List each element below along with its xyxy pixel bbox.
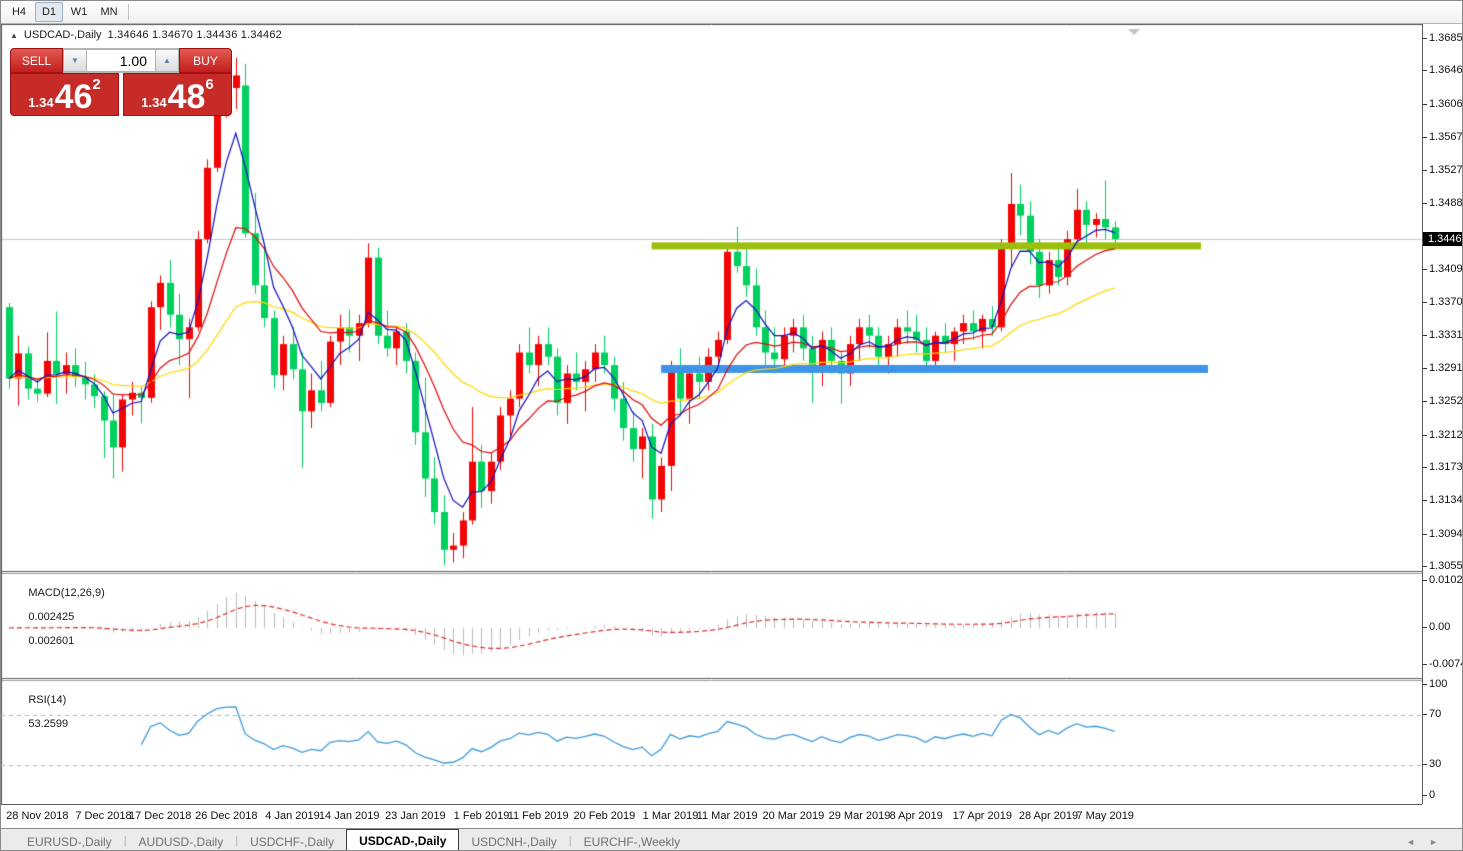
buy-price-pip-digit: 6 xyxy=(205,76,214,93)
macd-indicator-label: MACD(12,26,9) 0.002425 0.002601 xyxy=(10,575,105,659)
price-axis-label: 1.32910 xyxy=(1423,362,1462,374)
chart-tab-bar: EURUSD-,Daily | AUDUSD-,Daily | USDCHF-,Dail… xyxy=(1,828,1462,850)
date-axis-label: 7 May 2019 xyxy=(1076,810,1134,822)
chart-symbol-label: USDCAD-,Daily xyxy=(23,29,102,41)
sell-button[interactable]: SELL xyxy=(10,48,63,73)
tab-scroll-arrows[interactable]: ◄► xyxy=(1406,837,1452,847)
date-axis-label: 20 Mar 2019 xyxy=(762,810,825,822)
tab-separator: | xyxy=(235,834,239,847)
chart-tab-usdcad[interactable]: USDCAD-,Daily xyxy=(346,829,460,850)
macd-title-text: MACD(12,26,9) xyxy=(28,587,105,599)
price-axis-label: 1.31730 xyxy=(1423,461,1462,473)
tab-separator: | xyxy=(568,834,572,847)
collapse-panel-icon[interactable]: ▲ xyxy=(10,30,18,40)
rsi-title-text: RSI(14) xyxy=(28,694,67,706)
date-axis-label: 26 Dec 2018 xyxy=(195,810,258,822)
price-axis-label: 1.36460 xyxy=(1423,64,1462,76)
chart-tab-usdchf[interactable]: USDCHF-,Daily xyxy=(250,834,335,849)
price-axis-label: 1.30940 xyxy=(1423,528,1462,540)
chart-tab-audusd[interactable]: AUDUSD-,Daily xyxy=(138,834,224,849)
date-axis-label: 11 Mar 2019 xyxy=(696,810,758,822)
macd-axis-label: 0.010229 xyxy=(1423,574,1462,586)
current-price-badge: 1.34462 xyxy=(1423,232,1462,246)
date-axis-label: 20 Feb 2019 xyxy=(573,810,636,822)
date-axis-label: 7 Dec 2018 xyxy=(75,810,132,822)
timeframe-button-mn[interactable]: MN xyxy=(100,6,118,18)
sell-price-big-digits: 46 xyxy=(54,78,93,116)
tab-separator: | xyxy=(123,834,127,847)
date-axis-label: 23 Jan 2019 xyxy=(385,810,446,822)
chart-tab-usdcnh[interactable]: USDCNH-,Daily xyxy=(471,834,557,849)
date-axis-label: 4 Jan 2019 xyxy=(265,810,320,822)
price-axis-label: 1.31340 xyxy=(1423,494,1462,506)
axis-corner xyxy=(1422,804,1462,828)
date-axis-label: 28 Nov 2018 xyxy=(6,810,69,822)
date-axis[interactable]: 28 Nov 2018 7 Dec 2018 17 Dec 2018 26 Dec 2… xyxy=(1,804,1422,829)
chart-ohlc-values: 1.34646 1.34670 1.34436 1.34462 xyxy=(107,29,282,41)
price-axis-label: 1.36060 xyxy=(1423,98,1462,110)
rsi-axis-label: 70 xyxy=(1423,708,1441,720)
macd-axis-label: 0.00 xyxy=(1423,621,1450,633)
sell-price-display[interactable]: 1.34 46 2 xyxy=(10,73,119,116)
buy-button[interactable]: BUY xyxy=(179,48,232,73)
price-axis-label: 1.34090 xyxy=(1423,263,1462,275)
rsi-axis-label: 0 xyxy=(1423,789,1435,801)
volume-input[interactable]: 1.00 xyxy=(87,49,155,72)
date-axis-label: 1 Feb 2019 xyxy=(453,810,510,822)
price-axis-label: 1.35670 xyxy=(1423,131,1462,143)
toolbar-separator xyxy=(128,4,130,20)
sell-price-pip-digit: 2 xyxy=(92,76,101,93)
date-axis-label: 14 Jan 2019 xyxy=(318,810,380,822)
buy-price-prefix: 1.34 xyxy=(141,95,167,110)
price-chart-canvas[interactable] xyxy=(1,24,1422,804)
date-axis-label: 8 Apr 2019 xyxy=(889,810,943,822)
timeframe-button-w1[interactable]: W1 xyxy=(70,6,88,18)
timeframe-toolbar: H4 D1 W1 MN xyxy=(1,1,1462,24)
chart-tab-eurusd[interactable]: EURUSD-,Daily xyxy=(27,834,112,849)
date-axis-label: 17 Apr 2019 xyxy=(952,810,1013,822)
price-axis-label: 1.36850 xyxy=(1423,32,1462,44)
one-click-trade-panel: SELL ▼ 1.00 ▲ BUY 1.34 46 2 1.34 48 6 xyxy=(10,48,232,116)
volume-decrease-button[interactable]: ▼ xyxy=(63,49,87,72)
price-axis-label: 1.35270 xyxy=(1423,164,1462,176)
price-axis-label: 1.33700 xyxy=(1423,296,1462,308)
volume-spinner: ▼ 1.00 ▲ xyxy=(63,48,179,73)
date-axis-label: 11 Feb 2019 xyxy=(507,810,569,822)
macd-signal-value: 0.002601 xyxy=(28,635,75,647)
chart-title: ▲ USDCAD-,Daily 1.34646 1.34670 1.34436 … xyxy=(10,29,282,41)
macd-axis-label: -0.007477 xyxy=(1423,658,1462,670)
macd-main-value: 0.002425 xyxy=(28,611,75,623)
chart-tab-eurchf[interactable]: EURCHF-,Weekly xyxy=(583,834,681,849)
chart-area: ▲ USDCAD-,Daily 1.34646 1.34670 1.34436 … xyxy=(1,24,1422,804)
buy-price-display[interactable]: 1.34 48 6 xyxy=(123,73,232,116)
price-axis-label: 1.32520 xyxy=(1423,395,1462,407)
date-axis-label: 28 Apr 2019 xyxy=(1018,810,1079,822)
price-axis-label: 1.32120 xyxy=(1423,429,1462,441)
date-axis-label: 17 Dec 2018 xyxy=(128,810,192,822)
rsi-axis-label: 30 xyxy=(1423,758,1441,770)
rsi-value: 53.2599 xyxy=(28,718,69,730)
buy-price-big-digits: 48 xyxy=(167,78,206,116)
date-axis-label: 29 Mar 2019 xyxy=(828,810,891,822)
rsi-indicator-label: RSI(14) 53.2599 xyxy=(10,682,68,742)
volume-increase-button[interactable]: ▲ xyxy=(155,49,179,72)
price-axis[interactable]: 1.34462 1.36850 1.36460 1.36060 1.35670 1.35… xyxy=(1422,24,1462,804)
timeframe-button-d1[interactable]: D1 xyxy=(35,2,63,22)
timeframe-button-h4[interactable]: H4 xyxy=(11,6,27,18)
price-axis-label: 1.33310 xyxy=(1423,329,1462,341)
rsi-axis-label: 100 xyxy=(1423,678,1447,690)
price-axis-label: 1.34880 xyxy=(1423,197,1462,209)
date-axis-label: 1 Mar 2019 xyxy=(642,810,699,822)
sell-price-prefix: 1.34 xyxy=(28,95,54,110)
